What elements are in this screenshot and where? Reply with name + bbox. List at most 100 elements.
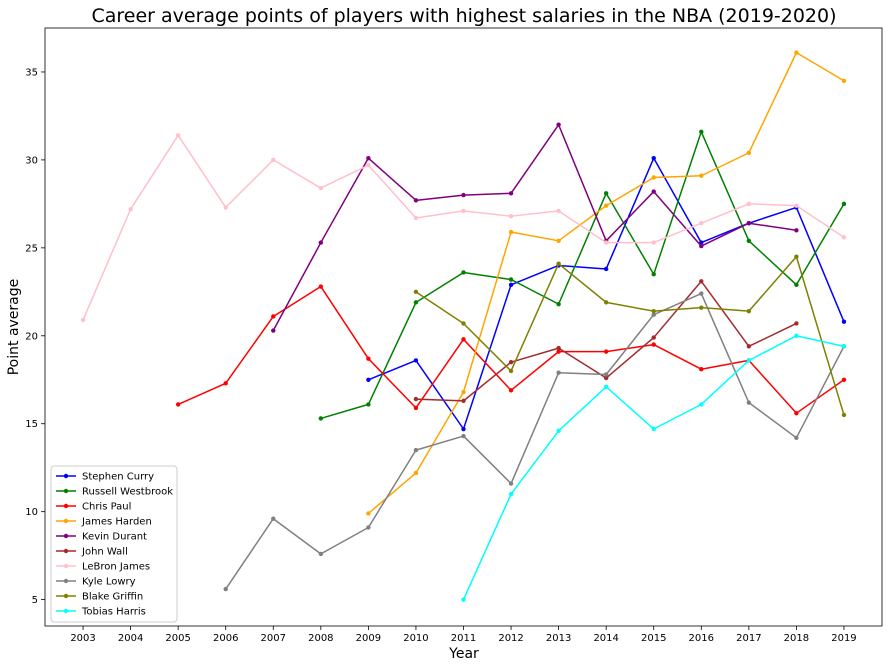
x-tick-label: 2004 [118,633,143,644]
data-point [699,173,704,178]
data-point [651,342,656,347]
legend-box [50,465,178,623]
data-point [508,191,514,196]
data-point [746,400,752,405]
legend-label: Kyle Lowry [82,577,136,588]
data-point [603,300,609,305]
data-point [841,344,847,349]
legend-item: James Harden [56,517,152,528]
data-point [794,282,799,287]
data-point [318,185,324,191]
legend-item: Tobias Harris [56,607,146,618]
x-tick-label: 2016 [689,633,714,644]
data-point [651,312,656,317]
legend-item: Blake Griffin [56,592,143,603]
legend-marker [63,488,69,494]
data-point [794,254,799,259]
series-layer [80,50,847,602]
data-point [175,133,181,138]
data-point [794,50,799,55]
x-tick-label: 2012 [498,633,523,644]
legend-item: LeBron James [56,562,150,573]
data-point [461,270,466,275]
y-tick-label: 35 [25,67,38,78]
data-point [651,308,656,314]
legend-marker [63,503,69,509]
data-point [413,300,419,305]
legend-item: Kyle Lowry [56,577,136,588]
data-point [461,208,466,214]
legend-item: Chris Paul [56,502,131,513]
data-point [413,396,419,402]
legend-marker [63,608,69,614]
data-point [366,377,371,382]
series-tobias-harris [461,333,847,602]
data-point [508,388,514,393]
data-point [651,155,656,161]
series-line [320,131,845,420]
data-point [651,426,656,432]
data-point [223,205,228,210]
legend-label: Blake Griffin [82,592,143,603]
data-point [794,321,799,326]
data-point [556,428,561,433]
data-point [651,335,656,340]
data-point [746,358,752,363]
data-point [413,289,419,295]
data-point [556,301,561,307]
x-axis-label: Year [448,646,479,662]
data-point [223,586,228,592]
legend-marker [63,548,69,554]
data-point [651,240,656,245]
y-axis-label: Point average [6,279,22,376]
data-point [508,491,514,497]
data-point [556,238,561,244]
data-point [413,198,419,203]
data-point [746,221,752,226]
x-tick-label: 2005 [165,633,190,644]
data-point [461,321,466,326]
data-point [508,282,514,287]
data-point [746,201,752,207]
series-john-wall [413,279,799,404]
y-tick-label: 10 [25,507,38,518]
data-point [366,525,371,530]
legend-label: John Wall [81,547,128,558]
x-tick-label: 2008 [308,633,333,644]
data-point [271,157,276,163]
data-point [175,402,181,407]
chart-title: Career average points of players with hi… [91,5,836,27]
data-point [413,470,419,476]
y-tick-label: 15 [25,419,38,430]
legend-label: Tobias Harris [81,607,146,618]
data-point [318,284,324,289]
series-russell-westbrook [318,129,847,421]
data-point [366,162,371,168]
data-point [461,597,466,602]
data-point [841,412,847,418]
data-point [841,377,847,382]
data-point [699,240,704,245]
x-axis: 2003 2004 2005 2006 2007 2008 2009 2010 2011 2012… [70,626,857,644]
data-point [318,416,324,421]
legend-item: Stephen Curry [56,472,154,483]
data-point [508,368,514,374]
x-tick-label: 2019 [831,633,856,644]
data-point [271,328,276,333]
data-point [603,349,609,354]
y-tick-label: 30 [25,155,38,166]
series-line [272,123,797,331]
y-tick-label: 20 [25,331,38,342]
data-point [603,191,609,196]
data-point [413,358,419,363]
data-point [699,243,704,249]
data-point [651,272,656,277]
data-point [603,384,609,389]
data-point [699,279,704,284]
series-lebron-james [80,133,847,323]
legend-marker [63,593,69,599]
data-point [794,203,799,208]
data-point [366,356,371,361]
y-axis: 5 10 15 20 25 30 35 [25,67,45,606]
